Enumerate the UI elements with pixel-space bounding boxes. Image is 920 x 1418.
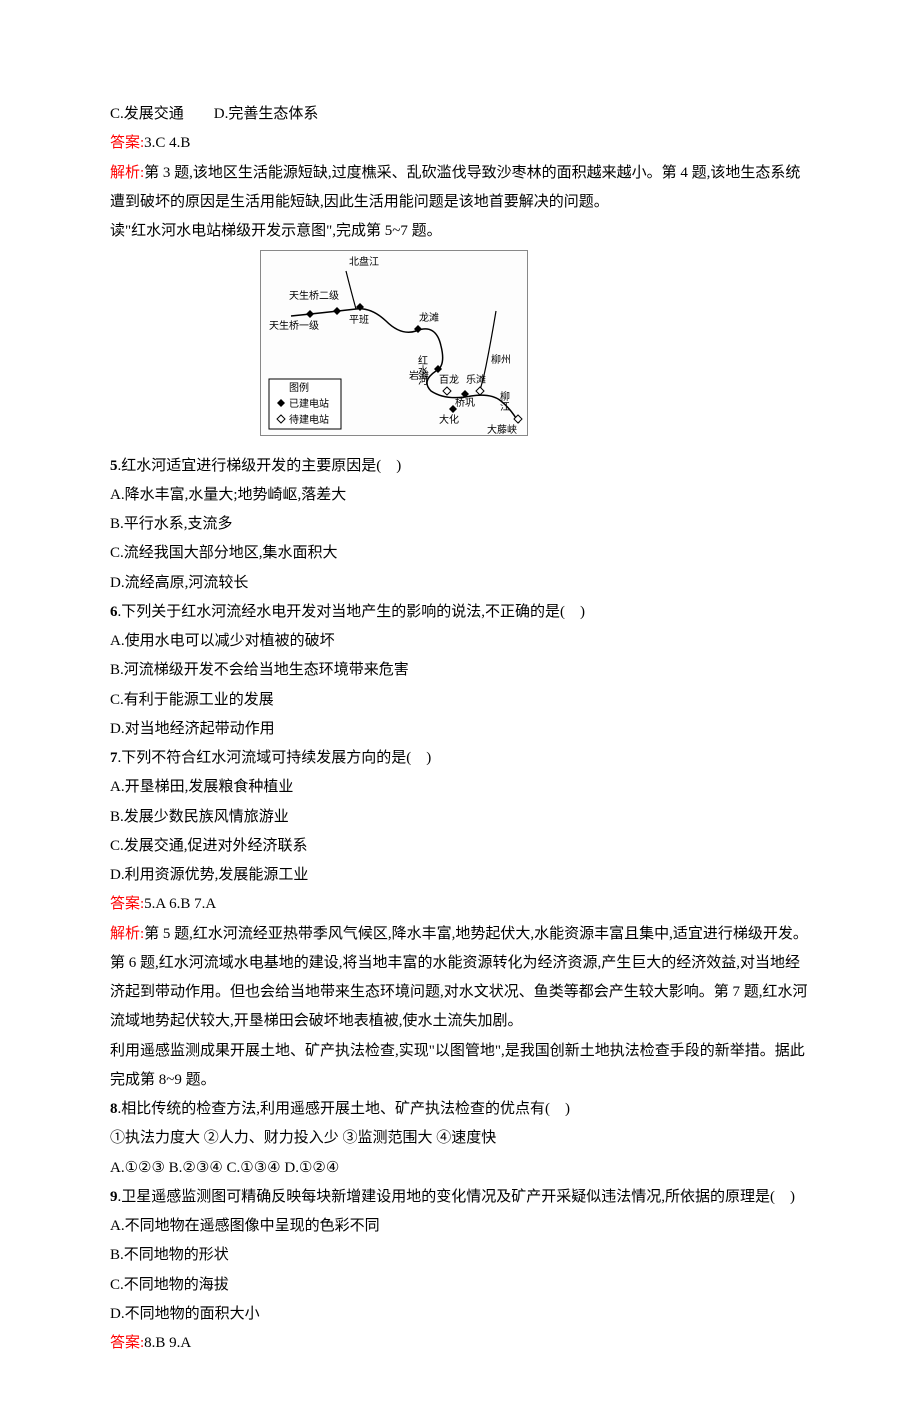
- q7-d: D.利用资源优势,发展能源工业: [110, 861, 810, 890]
- q6-b: B.河流梯级开发不会给当地生态环境带来危害: [110, 656, 810, 685]
- intro-8-9: 利用遥感监测成果开展土地、矿产执法检查,实现"以图管地",是我国创新土地执法检查…: [110, 1037, 810, 1096]
- answer-label: 答案:: [110, 896, 144, 912]
- label-pingban: 平班: [349, 314, 369, 326]
- answer-text: 5.A 6.B 7.A: [144, 896, 216, 912]
- q8-items: ①执法力度大 ②人力、财力投入少 ③监测范围大 ④速度快: [110, 1124, 810, 1153]
- label-letan: 乐滩: [466, 373, 486, 386]
- q6-c: C.有利于能源工业的发展: [110, 686, 810, 715]
- q6-stem: 6.下列关于红水河流经水电开发对当地产生的影响的说法,不正确的是( ): [110, 598, 810, 627]
- analysis-label: 解析:: [110, 926, 144, 942]
- label-tsq1: 天生桥一级: [269, 319, 319, 332]
- q5-b: B.平行水系,支流多: [110, 510, 810, 539]
- q3-4-answer: 答案:3.C 4.B: [110, 129, 810, 158]
- q8-stem: 8.相比传统的检查方法,利用遥感开展土地、矿产执法检查的优点有( ): [110, 1095, 810, 1124]
- analysis-text: 第 3 题,该地区生活能源短缺,过度樵采、乱砍滥伐导致沙枣林的面积越来越小。第 …: [110, 165, 800, 210]
- label-hongshui: 红水河: [416, 354, 428, 385]
- label-liuzhou: 柳州: [491, 353, 511, 366]
- q9-stem: 9.卫星遥感监测图可精确反映每块新增建设用地的变化情况及矿产开采疑似违法情况,所…: [110, 1183, 810, 1212]
- legend-title: 图例: [289, 381, 309, 394]
- q3-4-analysis: 解析:第 3 题,该地区生活能源短缺,过度樵采、乱砍滥伐导致沙枣林的面积越来越小…: [110, 159, 810, 218]
- label-longtan: 龙滩: [419, 311, 439, 324]
- q5-d: D.流经高原,河流较长: [110, 569, 810, 598]
- q7-c: C.发展交通,促进对外经济联系: [110, 832, 810, 861]
- ans-5-7: 答案:5.A 6.B 7.A: [110, 890, 810, 919]
- intro-5-7: 读"红水河水电站梯级开发示意图",完成第 5~7 题。: [110, 217, 810, 246]
- ans-8-9: 答案:8.B 9.A: [110, 1329, 810, 1358]
- q8-options: A.①②③ B.②③④ C.①③④ D.①②④: [110, 1154, 810, 1183]
- legend-planned: 待建电站: [289, 413, 329, 426]
- q9-d: D.不同地物的面积大小: [110, 1300, 810, 1329]
- analysis-5-7: 解析:第 5 题,红水河流经亚热带季风气候区,降水丰富,地势起伏大,水能资源丰富…: [110, 920, 810, 1037]
- label-tsq2: 天生桥二级: [289, 289, 339, 302]
- analysis-text: 第 5 题,红水河流经亚热带季风气候区,降水丰富,地势起伏大,水能资源丰富且集中…: [110, 926, 808, 1030]
- q5-a: A.降水丰富,水量大;地势崎岖,落差大: [110, 481, 810, 510]
- label-bailong: 百龙: [439, 373, 459, 386]
- q9-b: B.不同地物的形状: [110, 1241, 810, 1270]
- answer-text: 8.B 9.A: [144, 1335, 191, 1351]
- label-dahua: 大化: [439, 413, 459, 426]
- q3-4-options-cd: C.发展交通 D.完善生态体系: [110, 100, 810, 129]
- analysis-label: 解析:: [110, 165, 144, 181]
- label-datengxia: 大藤峡: [487, 423, 517, 436]
- q9-a: A.不同地物在遥感图像中呈现的色彩不同: [110, 1212, 810, 1241]
- q5-stem: 5.红水河适宜进行梯级开发的主要原因是( ): [110, 452, 810, 481]
- q6-a: A.使用水电可以减少对植被的破坏: [110, 627, 810, 656]
- q7-stem: 7.下列不符合红水河流域可持续发展方向的是( ): [110, 744, 810, 773]
- label-qiaogong: 桥巩: [455, 397, 475, 409]
- q6-d: D.对当地经济起带动作用: [110, 715, 810, 744]
- answer-label: 答案:: [110, 1335, 144, 1351]
- q5-c: C.流经我国大部分地区,集水面积大: [110, 539, 810, 568]
- hongshui-map: 北盘江 天生桥二级 天生桥一级 平班 龙滩 岩滩 百龙 乐滩 桥巩 大化 柳州 …: [260, 250, 810, 447]
- q9-c: C.不同地物的海拔: [110, 1271, 810, 1300]
- q7-a: A.开垦梯田,发展粮食种植业: [110, 773, 810, 802]
- q7-b: B.发展少数民族风情旅游业: [110, 803, 810, 832]
- label-liujiang: 柳江: [498, 390, 510, 411]
- legend-built: 已建电站: [289, 397, 329, 410]
- answer-text: 3.C 4.B: [144, 135, 190, 151]
- label-beipan: 北盘江: [349, 255, 379, 268]
- answer-label: 答案:: [110, 135, 144, 151]
- map-svg: 北盘江 天生桥二级 天生桥一级 平班 龙滩 岩滩 百龙 乐滩 桥巩 大化 柳州 …: [260, 250, 528, 436]
